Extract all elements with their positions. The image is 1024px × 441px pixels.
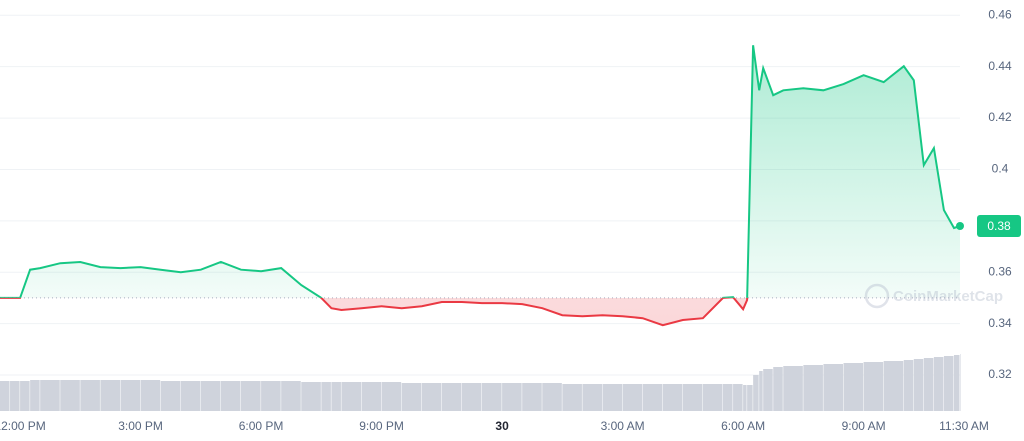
volume-bar xyxy=(783,366,803,411)
volume-bar xyxy=(461,383,482,411)
volume-bar xyxy=(361,382,382,411)
x-tick-label: 6:00 PM xyxy=(239,419,284,433)
volume-bar xyxy=(733,384,743,411)
volume-bar xyxy=(883,361,904,411)
price-line-down xyxy=(0,297,749,327)
volume-bar xyxy=(933,357,944,411)
last-point xyxy=(956,221,964,230)
watermark: CoinMarketCap xyxy=(864,283,1003,309)
volume-bar xyxy=(953,355,960,411)
volume-bar xyxy=(180,381,201,411)
y-tick-label: 0.36 xyxy=(988,264,1012,278)
volume-bar xyxy=(913,359,924,411)
volume-bar xyxy=(723,384,733,411)
price-line-up xyxy=(0,45,961,298)
volume-bar xyxy=(763,369,773,411)
volume-bar xyxy=(803,365,823,411)
price-tag xyxy=(977,214,1021,237)
volume-bar xyxy=(441,383,462,411)
y-tick-label: 0.44 xyxy=(988,59,1012,73)
price-tag-label: 0.38 xyxy=(987,219,1011,233)
x-tick-label: 3:00 PM xyxy=(118,419,163,433)
y-tick-label: 0.4 xyxy=(992,162,1009,176)
volume-bar xyxy=(960,354,961,411)
volume-bar xyxy=(200,381,221,411)
x-tick-label: 6:00 AM xyxy=(721,419,765,433)
volume-bar xyxy=(120,380,141,411)
volume-bar xyxy=(759,371,763,411)
volume-bar xyxy=(100,380,121,411)
y-tick-label: 0.46 xyxy=(988,7,1012,21)
x-tick-label: 9:00 PM xyxy=(359,419,404,433)
x-tick-label: 9:00 AM xyxy=(842,419,886,433)
volume-bar xyxy=(401,383,422,411)
volume-bar xyxy=(220,381,241,411)
x-tick-label: 12:00 PM xyxy=(0,419,46,433)
volume-bar xyxy=(10,381,20,411)
volume-bar xyxy=(261,381,281,411)
volume-bar xyxy=(0,381,10,411)
volume-bar xyxy=(331,382,341,411)
volume-bar xyxy=(522,383,542,411)
volume-bar xyxy=(381,382,402,411)
area-up xyxy=(0,45,960,298)
x-tick-label: 11:30 AM xyxy=(939,419,989,433)
volume-bar xyxy=(60,380,80,411)
volume-bar xyxy=(301,382,321,411)
volume-bar xyxy=(582,384,603,411)
volume-bar xyxy=(753,375,759,411)
volume-bar xyxy=(502,383,522,411)
volume-bar xyxy=(682,384,703,411)
volume-bar xyxy=(602,384,623,411)
volume-bar xyxy=(773,367,783,411)
volume-bar xyxy=(40,380,60,411)
volume-bar xyxy=(80,380,100,411)
volume-bar xyxy=(662,384,683,411)
x-tick-label: 3:00 AM xyxy=(601,419,645,433)
volume-bar xyxy=(341,382,362,411)
volume-bar xyxy=(20,381,30,411)
volume-bar xyxy=(943,356,954,411)
volume-bar xyxy=(140,380,161,411)
volume-bar xyxy=(642,384,663,411)
volume-bar xyxy=(823,364,844,411)
volume-bar xyxy=(30,380,40,411)
volume-bar xyxy=(160,381,181,411)
y-tick-label: 0.42 xyxy=(988,110,1012,124)
volume-bar xyxy=(562,384,582,411)
volume-bar xyxy=(843,363,864,411)
volume-bar xyxy=(542,383,562,411)
volume-bar xyxy=(622,384,643,411)
volume-bar xyxy=(482,383,502,411)
y-tick-label: 0.32 xyxy=(988,367,1012,381)
volume-bar xyxy=(863,362,884,411)
volume-bar xyxy=(421,383,442,411)
volume-bar xyxy=(702,384,723,411)
volume-bar xyxy=(743,385,747,411)
volume-bar xyxy=(923,358,934,411)
volume-bar xyxy=(903,360,914,411)
volume-bar xyxy=(747,385,753,411)
watermark-text: CoinMarketCap xyxy=(893,288,1003,305)
y-tick-label: 0.34 xyxy=(988,316,1012,330)
volume-bar xyxy=(281,381,301,411)
volume-bar xyxy=(321,382,331,411)
x-tick-label: 30 xyxy=(495,419,509,433)
volume-bar xyxy=(241,381,261,411)
